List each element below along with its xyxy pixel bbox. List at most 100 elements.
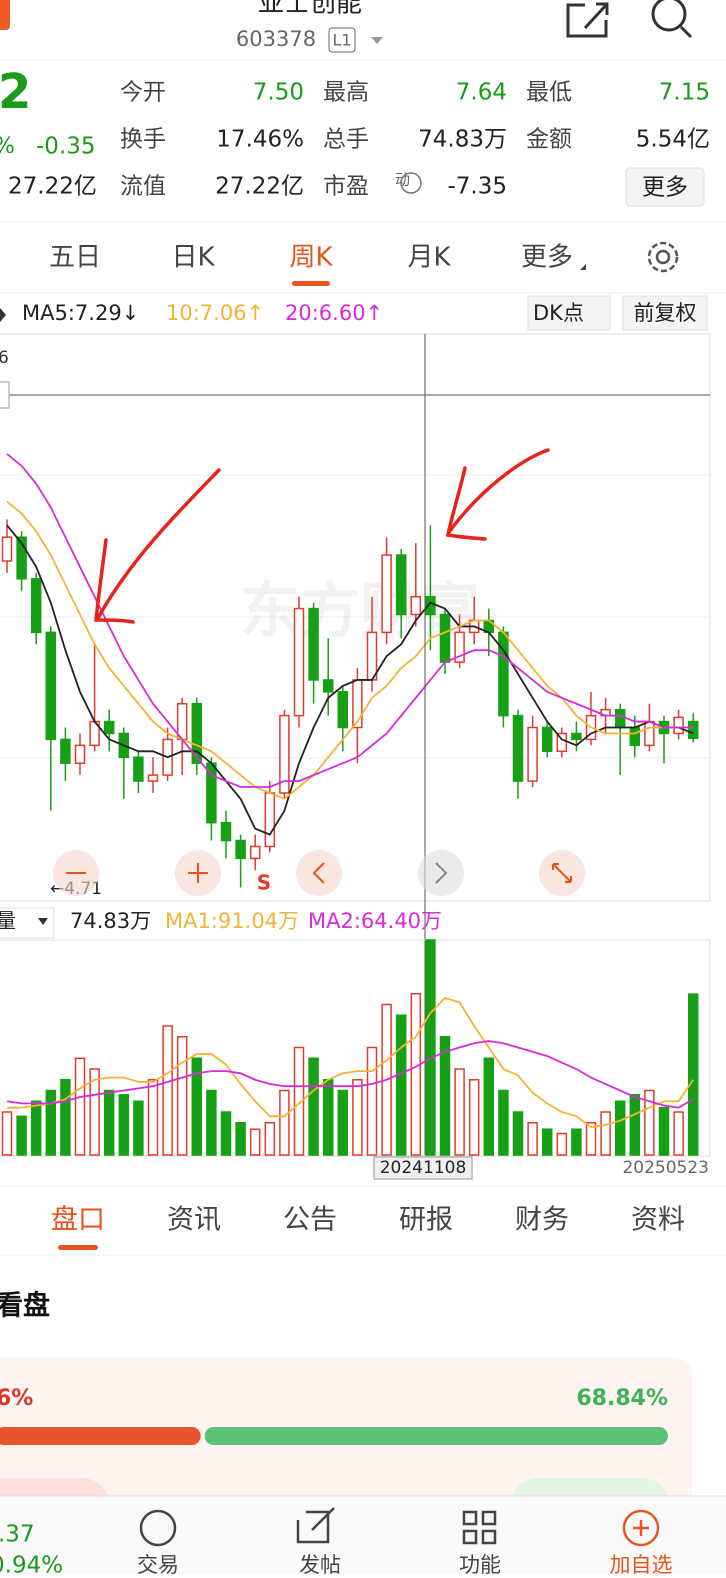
candle-body — [220, 821, 232, 842]
ma5-legend: MA5:7.29↓ — [22, 301, 139, 325]
dk-button[interactable] — [527, 295, 611, 331]
ma10-legend: 10:7.06↑ — [166, 301, 264, 325]
volume-bar — [352, 1079, 363, 1156]
volume-ma-line — [7, 997, 694, 1128]
nav-label[interactable]: 加自选 — [610, 1553, 673, 1577]
candle-body — [673, 716, 684, 735]
volume-selector[interactable] — [0, 907, 55, 939]
volume-bar — [206, 1089, 217, 1156]
period-tab[interactable]: 周K — [289, 243, 333, 273]
candle-body — [45, 631, 57, 741]
stat-label: 金额 — [526, 127, 572, 153]
settings-icon[interactable] — [647, 241, 679, 273]
period-tab[interactable]: 更多 — [521, 243, 573, 273]
volume-bar — [483, 1057, 495, 1156]
selector-caret — [38, 918, 48, 925]
post-icon[interactable] — [296, 1507, 335, 1544]
volume-bar — [658, 1106, 670, 1156]
nav-labels: 交易 发帖 功能 加自选 — [137, 1553, 673, 1577]
candle-body — [1, 536, 13, 562]
pan-left[interactable] — [296, 850, 342, 896]
volume-bar — [337, 1089, 349, 1156]
volume-bar — [264, 1122, 276, 1156]
sentiment-bar — [0, 1427, 669, 1445]
add-plus — [633, 1520, 649, 1536]
volume-bar — [498, 1089, 509, 1156]
volume-bar — [614, 1100, 626, 1156]
cursor-date-box — [373, 1156, 473, 1180]
section-tab[interactable]: 公告 — [283, 1205, 337, 1236]
pan-right-icon — [435, 862, 448, 884]
price-tag — [0, 381, 10, 409]
section-tab[interactable]: 资讯 — [167, 1205, 221, 1236]
more-button[interactable] — [625, 167, 705, 207]
section-tab[interactable]: 盘口 — [51, 1205, 105, 1236]
period-tab[interactable]: 月K — [407, 243, 451, 273]
right-pct: 68.84% — [576, 1386, 668, 1411]
adjust-button[interactable] — [622, 295, 708, 331]
volume-bar — [468, 1079, 480, 1156]
volume-bar — [425, 939, 436, 1156]
volume-bar — [133, 1100, 144, 1156]
share-icon[interactable] — [566, 2, 609, 38]
volume-bar — [176, 1036, 188, 1156]
price: 2 — [0, 64, 31, 120]
panel-title: 看盘 — [0, 1290, 50, 1322]
nav-label[interactable]: 功能 — [459, 1553, 501, 1577]
volume-bar — [410, 993, 422, 1156]
candle-body — [337, 691, 349, 729]
candle-body — [687, 720, 699, 739]
stat-value: 5.54亿 — [636, 127, 710, 153]
tab-indicator — [292, 281, 330, 286]
stat-value: -7.35 — [447, 174, 507, 200]
stock-code: 603378 — [236, 27, 316, 51]
candle-body — [410, 595, 422, 616]
nav-label[interactable]: 发帖 — [299, 1553, 341, 1577]
candle-body — [527, 726, 538, 782]
dropdown-icon[interactable] — [371, 37, 383, 44]
volume-bar — [571, 1128, 582, 1156]
chart-buttons — [53, 850, 585, 896]
candle-body — [541, 726, 553, 753]
section-tab[interactable]: 研报 — [399, 1205, 453, 1236]
pan-left-icon — [312, 862, 325, 884]
volume-bar — [366, 1046, 378, 1156]
candle-body — [366, 631, 378, 681]
candle-body — [264, 792, 276, 848]
section-tab[interactable]: 资料 — [631, 1205, 685, 1236]
more-text[interactable]: 更多 — [642, 175, 688, 201]
volume-bar — [293, 1046, 305, 1156]
volume-ma1: MA1:91.04万 — [165, 909, 299, 933]
candle-body — [30, 578, 42, 634]
period-tab[interactable]: 五日 — [49, 243, 101, 273]
period-tab[interactable]: 日K — [171, 243, 215, 273]
candle-body — [629, 726, 641, 747]
add-icon[interactable] — [622, 1509, 660, 1547]
volume-bar — [191, 1057, 203, 1156]
nav-label[interactable]: 交易 — [137, 1553, 179, 1577]
change: -0.35 — [36, 134, 96, 160]
volume-bar — [235, 1122, 246, 1156]
function-icon[interactable] — [462, 1510, 497, 1545]
indicator-caret[interactable] — [0, 308, 6, 322]
volume-bar — [279, 1089, 290, 1156]
volume-current: 74.83万 — [70, 909, 151, 933]
stat-label: 流值 — [120, 174, 166, 200]
dk-text[interactable]: DK点 — [533, 301, 584, 325]
trade-icon[interactable] — [139, 1509, 177, 1547]
search-icon[interactable] — [651, 0, 693, 39]
volume-bar — [556, 1132, 568, 1156]
stat-value: 27.22亿 — [215, 174, 304, 200]
section-tab[interactable]: 财务 — [515, 1205, 569, 1236]
candle-body — [571, 732, 582, 741]
more-caret — [580, 264, 586, 270]
fullscreen-icon — [552, 863, 572, 883]
adjust-text[interactable]: 前复权 — [634, 301, 697, 325]
candle-body — [498, 631, 509, 717]
pan-right[interactable] — [418, 850, 464, 896]
volume-selector-text[interactable]: 量 — [0, 909, 16, 933]
section-tabs: 盘口 资讯 公告 研报 财务 资料 — [51, 1205, 685, 1236]
nav-icons — [139, 1507, 660, 1547]
candle-body — [644, 720, 655, 747]
